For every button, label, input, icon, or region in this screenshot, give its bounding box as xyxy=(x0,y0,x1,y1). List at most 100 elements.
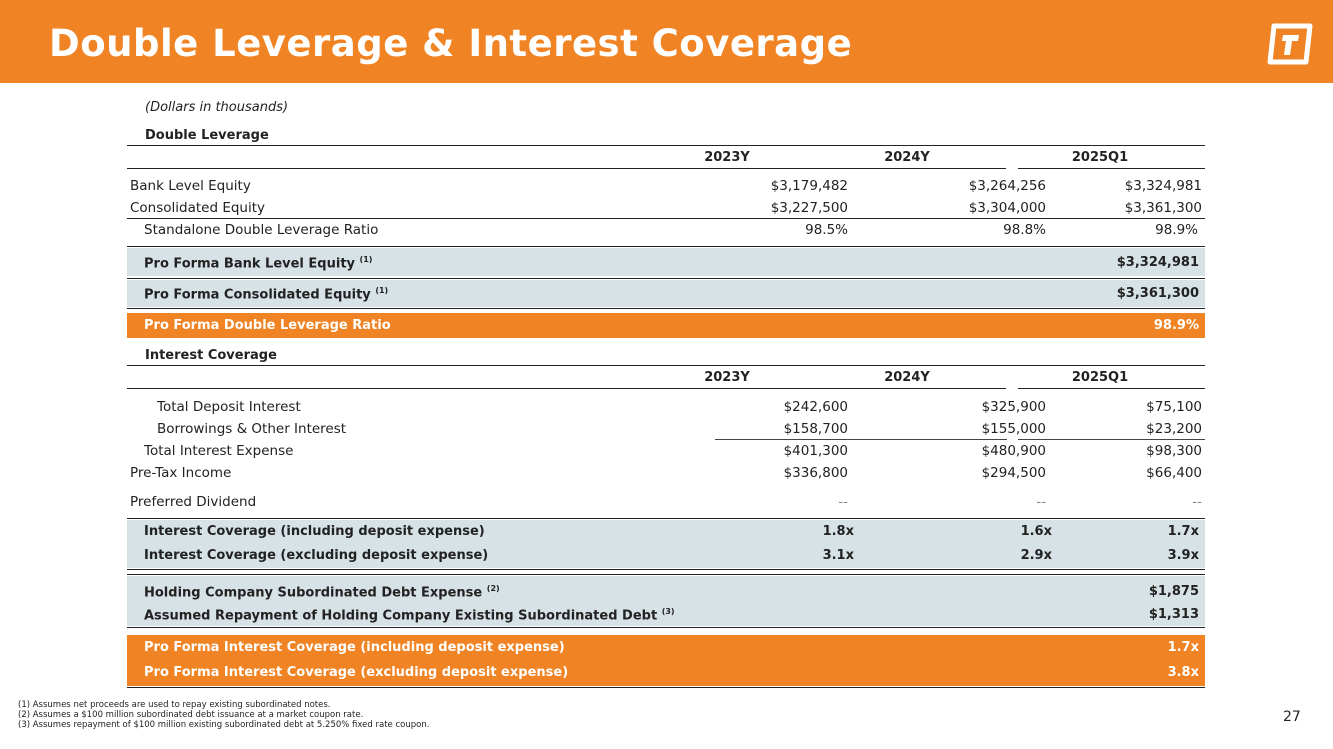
cell: 1.8x xyxy=(822,524,854,539)
divider xyxy=(715,439,1007,440)
row-label: Pro Forma Interest Coverage (including d… xyxy=(144,640,565,655)
row-label: Consolidated Equity xyxy=(130,200,266,216)
cell: $1,875 xyxy=(1148,584,1199,599)
highlight-band xyxy=(127,576,1205,626)
footnotes: (1) Assumes net proceeds are used to rep… xyxy=(18,700,429,730)
page-title: Double Leverage & Interest Coverage xyxy=(49,22,853,65)
table-row: Borrowings & Other Interest $158,700 $15… xyxy=(127,418,1205,440)
cell: $158,700 xyxy=(783,421,848,437)
divider xyxy=(127,145,1205,146)
row-label: Pro Forma Interest Coverage (excluding d… xyxy=(144,665,569,680)
cell: 98.9% xyxy=(1155,222,1198,238)
assumed-repayment-row: Assumed Repayment of Holding Company Exi… xyxy=(127,603,1205,627)
table-row: Consolidated Equity $3,227,500 $3,304,00… xyxy=(127,197,1205,219)
section-title-double-leverage: Double Leverage xyxy=(145,128,269,143)
cell: $3,227,500 xyxy=(770,200,848,216)
table-row: Preferred Dividend -- -- -- xyxy=(127,491,1205,513)
col-header-2024: 2024Y xyxy=(884,370,930,385)
cell: 3.8x xyxy=(1167,665,1199,680)
col-header-2023: 2023Y xyxy=(704,370,750,385)
cell: 98.9% xyxy=(1153,318,1199,333)
highlight-band xyxy=(127,248,1205,276)
cell: 2.9x xyxy=(1020,548,1052,563)
table-row: Pre-Tax Income $336,800 $294,500 $66,400 xyxy=(127,462,1205,484)
pro-forma-coverage-block: Pro Forma Interest Coverage (including d… xyxy=(127,635,1205,686)
cell: $3,304,000 xyxy=(968,200,1046,216)
cell: 1.6x xyxy=(1020,524,1052,539)
row-label: Borrowings & Other Interest xyxy=(157,421,347,437)
cell: $155,000 xyxy=(981,421,1046,437)
header-bar: Double Leverage & Interest Coverage xyxy=(0,0,1333,83)
row-label: Total Deposit Interest xyxy=(157,399,301,415)
cell: $242,600 xyxy=(783,399,848,415)
row-label: Assumed Repayment of Holding Company Exi… xyxy=(144,607,675,624)
pro-forma-consolidated-equity-row: Pro Forma Consolidated Equity (1) $3,361… xyxy=(127,282,1205,306)
divider xyxy=(127,168,1006,169)
units-note: (Dollars in thousands) xyxy=(145,100,289,115)
divider xyxy=(127,246,1205,247)
cell: $336,800 xyxy=(783,465,848,481)
cell: 3.1x xyxy=(822,548,854,563)
row-label: Interest Coverage (including deposit exp… xyxy=(144,524,485,539)
pro-forma-double-leverage-ratio-row: Pro Forma Double Leverage Ratio 98.9% xyxy=(127,313,1205,338)
table-row: Bank Level Equity $3,179,482 $3,264,256 … xyxy=(127,175,1205,197)
divider xyxy=(127,365,1205,366)
cell: $23,200 xyxy=(1146,421,1202,437)
cell: 98.5% xyxy=(805,222,848,238)
cell: $98,300 xyxy=(1146,443,1202,459)
row-label: Bank Level Equity xyxy=(130,178,251,194)
divider xyxy=(1018,388,1205,389)
row-label: Pre-Tax Income xyxy=(130,465,232,481)
cell: 98.8% xyxy=(1003,222,1046,238)
cell: -- xyxy=(1036,494,1046,510)
cell: -- xyxy=(838,494,848,510)
divider xyxy=(127,569,1205,570)
col-header-2025q1: 2025Q1 xyxy=(1071,370,1129,385)
highlight-band xyxy=(127,520,1205,568)
divider xyxy=(127,574,1205,575)
pro-forma-bank-equity-row: Pro Forma Bank Level Equity (1) $3,324,9… xyxy=(127,251,1205,275)
cell: $66,400 xyxy=(1146,465,1202,481)
cell: $3,264,256 xyxy=(968,178,1046,194)
page-number: 27 xyxy=(1283,709,1301,725)
cell: $3,324,981 xyxy=(1116,255,1199,270)
table-row: Total Deposit Interest $242,600 $325,900… xyxy=(127,396,1205,418)
table-row: Total Interest Expense $401,300 $480,900… xyxy=(127,440,1205,462)
divider xyxy=(127,278,1205,279)
cell: $3,361,300 xyxy=(1124,200,1202,216)
footnote: (1) Assumes net proceeds are used to rep… xyxy=(18,700,331,710)
footnote: (3) Assumes repayment of $100 million ex… xyxy=(18,720,430,730)
table-row: Standalone Double Leverage Ratio 98.5% 9… xyxy=(127,219,1205,241)
cell: $3,361,300 xyxy=(1116,286,1199,301)
section-title-interest-coverage: Interest Coverage xyxy=(145,348,277,363)
cell: $401,300 xyxy=(783,443,848,459)
divider xyxy=(127,308,1205,309)
cell: 3.9x xyxy=(1167,548,1199,563)
cell: $294,500 xyxy=(981,465,1046,481)
cell: -- xyxy=(1192,494,1202,510)
row-label: Interest Coverage (excluding deposit exp… xyxy=(144,548,489,563)
row-label: Pro Forma Double Leverage Ratio xyxy=(144,318,391,333)
row-label: Pro Forma Bank Level Equity (1) xyxy=(144,255,373,272)
holdco-debt-expense-row: Holding Company Subordinated Debt Expens… xyxy=(127,580,1205,604)
cell: $325,900 xyxy=(981,399,1046,415)
divider xyxy=(1018,439,1205,440)
cell: $75,100 xyxy=(1146,399,1202,415)
cell: 1.7x xyxy=(1167,640,1199,655)
row-label: Standalone Double Leverage Ratio xyxy=(144,222,379,238)
col-header-2023: 2023Y xyxy=(704,150,750,165)
coverage-row: Interest Coverage (including deposit exp… xyxy=(127,520,1205,544)
cell: 1.7x xyxy=(1167,524,1199,539)
cell: $3,324,981 xyxy=(1124,178,1202,194)
cell: $1,313 xyxy=(1148,607,1199,622)
row-label: Total Interest Expense xyxy=(144,443,294,459)
row-label: Pro Forma Consolidated Equity (1) xyxy=(144,286,389,303)
divider xyxy=(127,218,1205,219)
divider xyxy=(1018,168,1205,169)
highlight-band xyxy=(127,280,1205,307)
divider xyxy=(127,518,1205,519)
company-logo-icon xyxy=(1267,23,1313,65)
divider xyxy=(127,627,1205,628)
coverage-row: Interest Coverage (excluding deposit exp… xyxy=(127,544,1205,568)
divider xyxy=(127,687,1205,688)
